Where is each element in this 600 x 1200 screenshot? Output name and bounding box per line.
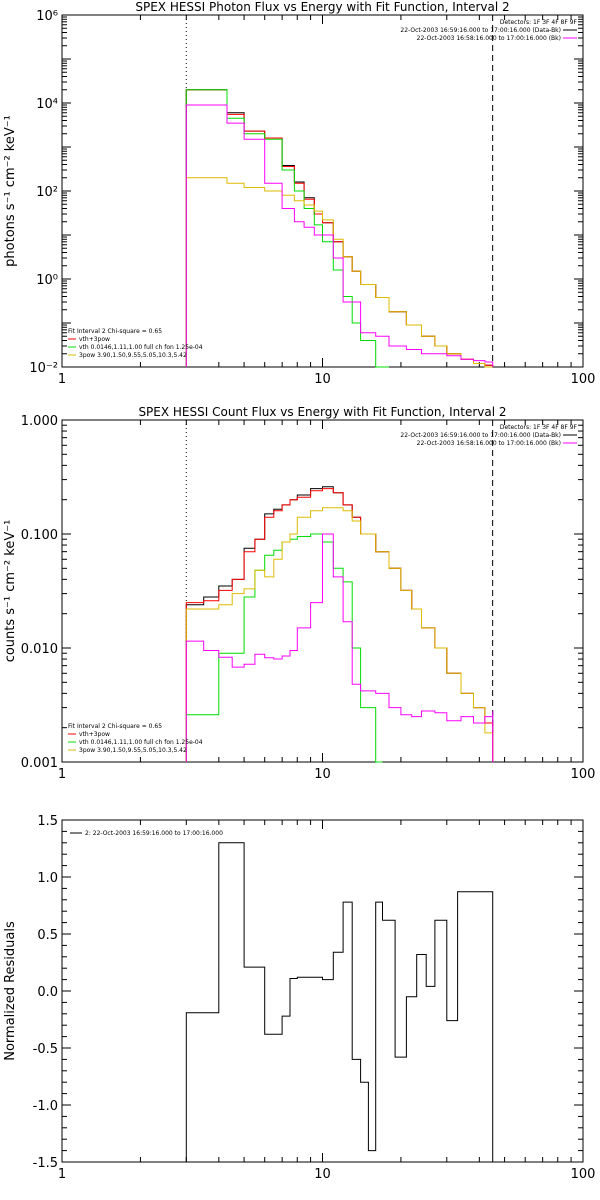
y-tick-label: -1.0	[33, 1099, 58, 1114]
legend-entry: 3pow 3.90,1.50,9.55,5.05,10.3,5.42	[79, 352, 187, 359]
legend-entry: vth 0.0146,1.11,1.00 full ch fon 1.25e-0…	[79, 739, 203, 746]
legend-entry: vth 0.0146,1.11,1.00 full ch fon 1.25e-0…	[79, 344, 203, 351]
y-tick-label: 1.000	[21, 414, 58, 429]
x-tick-label: 10	[314, 1167, 331, 1182]
series-line-5	[185, 104, 494, 367]
x-tick-label: 1	[58, 372, 66, 387]
chart-panel-1: SPEX HESSI Photon Flux vs Energy with Fi…	[3, 0, 595, 387]
series-line-1	[185, 842, 494, 1162]
y-tick-label: 0.100	[21, 528, 58, 543]
legend-header: Detectors: 1F 3F 4F 8F 9F	[500, 19, 578, 26]
y-tick-label: 0.001	[21, 756, 58, 771]
y-tick-label: 0.5	[37, 928, 58, 943]
y-axis-label: counts s⁻¹ cm⁻² keV⁻¹	[3, 520, 18, 663]
series-line-5	[185, 533, 494, 762]
plot-frame	[61, 819, 584, 1163]
legend-header: Detectors: 1F 3F 4F 8F 9F	[500, 424, 578, 431]
legend-header: Fit Interval 2 Chi-square = 0.65	[68, 723, 162, 730]
y-tick-label: 10⁶	[36, 9, 58, 24]
x-tick-label: 100	[571, 1167, 596, 1182]
chart-title: SPEX HESSI Photon Flux vs Energy with Fi…	[135, 0, 509, 14]
y-axis-label: photons s⁻¹ cm⁻² keV⁻¹	[3, 115, 18, 267]
legend-entry: 22-Oct-2003 16:59:16.000 to 17:00:16.000…	[400, 27, 561, 34]
x-tick-label: 100	[571, 767, 596, 782]
y-tick-label: -0.5	[33, 1042, 58, 1057]
x-tick-label: 1	[58, 767, 66, 782]
y-tick-label: 10⁰	[36, 273, 58, 288]
y-tick-label: -1.5	[33, 1156, 58, 1171]
series-line-1	[185, 89, 494, 367]
y-tick-label: 10⁴	[36, 97, 58, 112]
chart-title: SPEX HESSI Count Flux vs Energy with Fit…	[138, 405, 506, 419]
series-line-4	[185, 507, 494, 762]
legend-header: Fit Interval 2 Chi-square = 0.65	[68, 328, 162, 335]
y-tick-label: 1.0	[37, 871, 58, 886]
y-tick-label: 0.0	[37, 985, 58, 1000]
x-tick-label: 10	[314, 767, 331, 782]
plot-frame	[61, 14, 584, 368]
legend-entry: 22-Oct-2003 16:58:16.000 to 17:00:16.000…	[417, 35, 561, 42]
legend-entry: vth+3pow	[79, 731, 110, 738]
x-tick-label: 10	[314, 372, 331, 387]
legend-entry: 2: 22-Oct-2003 16:59:16.000 to 17:00:16.…	[85, 830, 223, 837]
legend-entry: 22-Oct-2003 16:59:16.000 to 17:00:16.000…	[400, 432, 561, 439]
y-tick-label: 1.5	[37, 814, 58, 829]
chart-panel-3: Normalized Residuals 1 10 100 -1.5 -1.0 -0.5 0.…	[3, 814, 595, 1182]
series-line-4	[185, 177, 493, 368]
y-tick-label: 10²	[36, 185, 58, 200]
legend-entry: vth+3pow	[79, 336, 110, 343]
y-tick-label: 0.010	[21, 642, 58, 657]
x-tick-label: 1	[58, 1167, 66, 1182]
y-tick-label: 10⁻²	[29, 361, 58, 376]
series-line-3	[185, 533, 383, 763]
legend-entry: 22-Oct-2003 16:58:16.000 to 17:00:16.000…	[417, 440, 561, 447]
chart-panel-2: SPEX HESSI Count Flux vs Energy with Fit…	[3, 405, 595, 782]
series-line-3	[185, 89, 389, 368]
series-line-2	[185, 89, 494, 367]
legend-entry: 3pow 3.90,1.50,9.55,5.05,10.3,5.42	[79, 747, 187, 754]
x-tick-label: 100	[571, 372, 596, 387]
y-axis-label: Normalized Residuals	[3, 921, 18, 1061]
